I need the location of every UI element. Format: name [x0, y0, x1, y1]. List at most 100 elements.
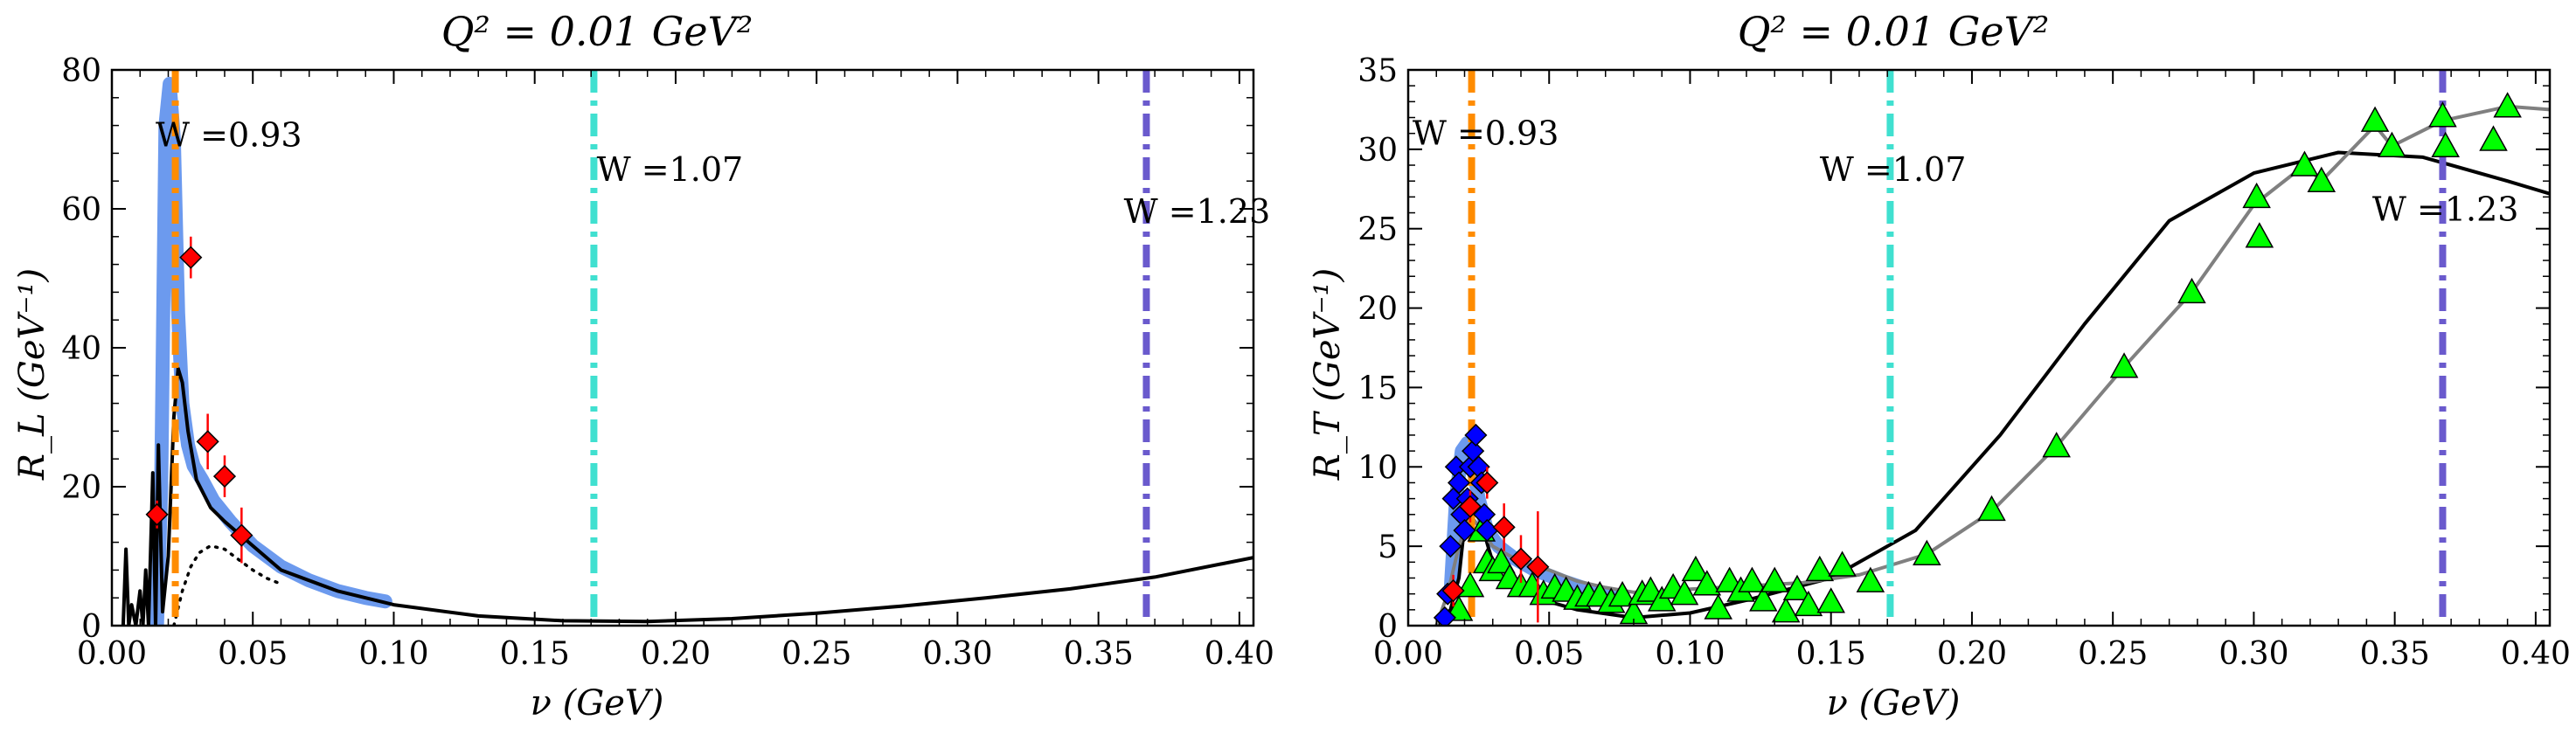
left-xlabel: ν (GeV)	[531, 683, 664, 724]
data-point-triangle	[1681, 555, 1711, 582]
x-tick-label: 0.10	[358, 636, 428, 672]
data-point-triangle	[1607, 580, 1637, 607]
vline-label-0: W =0.93	[1413, 114, 1559, 152]
vline-label-1: W =1.07	[1820, 150, 1967, 189]
data-point-diamond	[145, 502, 169, 526]
data-point-triangle	[2493, 92, 2522, 118]
right-ylabel: R_T (GeV⁻¹)	[1308, 268, 1348, 481]
right-xlabel: ν (GeV)	[1827, 683, 1961, 724]
data-point-triangle	[2042, 432, 2071, 458]
x-tick-label: 0.40	[1205, 636, 1274, 672]
data-point-diamond	[1441, 578, 1465, 603]
left-panel: Q² = 0.01 GeV² ν (GeV) R_L (GeV⁻¹) 0.00 0…	[12, 8, 1274, 724]
data-point-diamond	[1475, 471, 1499, 495]
y-tick-label: 10	[1357, 450, 1398, 486]
data-point-diamond	[179, 246, 203, 269]
x-tick-label: 0.35	[2360, 636, 2430, 672]
data-point-diamond	[1439, 535, 1462, 558]
plot-area	[1433, 70, 2550, 626]
data-point-triangle	[2428, 101, 2457, 128]
left-title: Q² = 0.01 GeV²	[441, 8, 753, 55]
vline-label-2: W =1.23	[1124, 192, 1271, 231]
data-point-triangle	[2242, 182, 2271, 209]
data-point-triangle	[1771, 597, 1801, 623]
y-tick-label: 35	[1357, 53, 1398, 89]
data-point-triangle	[2109, 352, 2139, 378]
y-tick-label: 0	[1378, 609, 1398, 645]
x-tick-label: 0.25	[781, 636, 851, 672]
data-point-triangle	[1856, 566, 1885, 592]
data-point-triangle	[2177, 277, 2206, 304]
x-tick-label: 0.15	[1796, 636, 1866, 672]
x-tick-label: 0.30	[922, 636, 992, 672]
data-point-triangle	[1704, 593, 1732, 620]
right-panel: Q² = 0.01 GeV² ν (GeV) R_T (GeV⁻¹) 0.00 0…	[1308, 8, 2571, 724]
data-point-diamond	[230, 523, 253, 547]
data-point-triangle	[1738, 566, 1767, 592]
data-point-diamond	[1453, 518, 1476, 543]
x-tick-label: 0.10	[1655, 636, 1725, 672]
y-tick-label: 25	[1357, 212, 1398, 248]
x-tick-label: 0.30	[2218, 636, 2288, 672]
left-ylabel: R_L (GeV⁻¹)	[12, 268, 52, 481]
data-point-triangle	[2431, 131, 2460, 157]
data-point-triangle	[1487, 547, 1516, 574]
data-point-triangle	[1647, 585, 1677, 612]
data-point-triangle	[1828, 550, 1857, 577]
data-point-triangle	[1760, 566, 1789, 592]
series-line-0	[149, 76, 392, 626]
data-point-diamond	[1526, 555, 1550, 578]
x-tick-label: 0.40	[2501, 636, 2571, 672]
y-tick-label: 15	[1357, 370, 1398, 406]
data-point-triangle	[1749, 585, 1778, 612]
axes-frame	[1406, 68, 2552, 627]
x-tick-label: 0.20	[1937, 636, 2007, 672]
y-tick-label: 20	[1357, 292, 1398, 328]
y-tick-label: 20	[61, 470, 101, 506]
vline-label-1: W =1.07	[597, 150, 744, 189]
plot-area	[121, 70, 1253, 626]
x-tick-label: 0.05	[1514, 636, 1584, 672]
x-tick-label: 0.00	[1373, 636, 1443, 672]
x-tick-label: 0.20	[641, 636, 711, 672]
vline-label-0: W =0.93	[156, 115, 302, 154]
data-point-triangle	[1977, 495, 2006, 522]
data-point-triangle	[1913, 539, 1941, 565]
data-point-triangle	[2245, 222, 2274, 248]
data-point-triangle	[1670, 579, 1699, 606]
data-point-triangle	[2378, 131, 2406, 157]
y-tick-label: 0	[81, 609, 101, 645]
data-point-triangle	[2479, 125, 2508, 151]
data-point-diamond	[1458, 495, 1482, 518]
x-tick-label: 0.00	[77, 636, 147, 672]
x-tick-label: 0.35	[1064, 636, 1134, 672]
vline-label-2: W =1.23	[2372, 190, 2519, 229]
data-point-diamond	[1464, 423, 1488, 447]
series-line-2	[172, 544, 283, 626]
data-point-triangle	[2307, 166, 2336, 192]
data-point-triangle	[1816, 587, 1845, 613]
y-tick-label: 30	[1357, 133, 1398, 169]
data-point-diamond	[212, 465, 237, 488]
data-point-triangle	[1692, 570, 1722, 596]
data-point-triangle	[1805, 555, 1835, 582]
y-tick-label: 60	[61, 192, 101, 228]
x-tick-label: 0.15	[500, 636, 570, 672]
y-tick-label: 80	[61, 53, 101, 89]
data-point-diamond	[1492, 516, 1516, 539]
data-point-triangle	[1794, 590, 1823, 617]
x-tick-label: 0.05	[218, 636, 288, 672]
right-title: Q² = 0.01 GeV²	[1738, 8, 2050, 55]
series-line-1	[121, 366, 1253, 626]
data-point-diamond	[1509, 547, 1533, 571]
y-tick-label: 40	[61, 331, 101, 367]
data-point-diamond	[1447, 471, 1471, 495]
data-point-triangle	[2360, 106, 2390, 132]
x-tick-label: 0.25	[2078, 636, 2148, 672]
data-point-triangle	[2290, 150, 2319, 177]
data-point-diamond	[1433, 606, 1456, 626]
data-point-diamond	[196, 430, 219, 454]
series-line-2	[1434, 104, 2550, 626]
y-tick-label: 5	[1378, 530, 1398, 565]
